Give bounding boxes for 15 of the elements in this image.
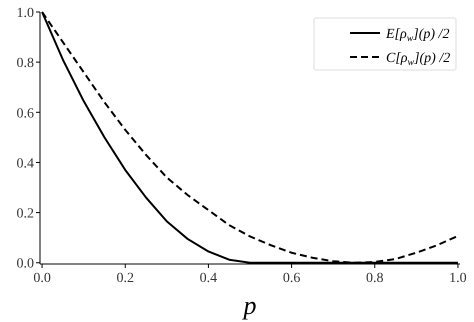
y-tick-label: 0.2 [16,206,34,222]
x-tick-label: 0.0 [33,271,51,286]
y-tick-label: 1.0 [16,6,34,21]
x-tick-label: 0.6 [282,271,300,286]
legend-label: E[ρ$_{w}$](p) /2 [385,27,450,44]
y-tick-label: 0.0 [16,256,34,272]
y-tick-label: 0.6 [16,106,34,122]
x-tick-label: 0.2 [116,271,134,286]
x-tick-label: 0.8 [366,271,384,286]
legend-label: C[ρ$_{w}$](p) /2 [386,51,450,68]
x-tick-label: 1.0 [449,271,467,286]
y-tick-label: 0.4 [16,156,34,172]
y-tick-label: 0.8 [16,56,34,72]
x-tick-label: 0.4 [200,271,218,286]
x-axis-title: p [242,291,256,320]
